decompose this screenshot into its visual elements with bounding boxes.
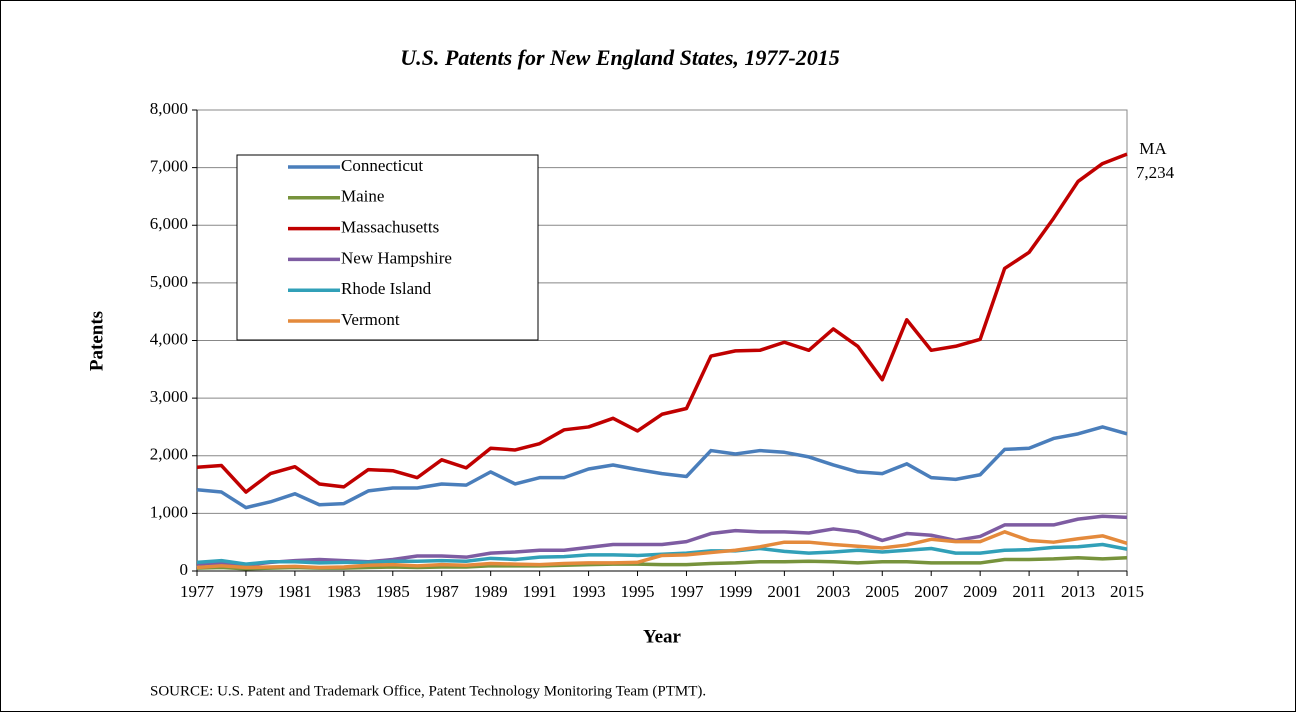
series-line — [196, 152, 1128, 494]
x-tick-label: 1989 — [474, 582, 508, 601]
y-tick-label: 3,000 — [150, 387, 188, 406]
x-tick-label: 1987 — [425, 582, 460, 601]
series-line — [196, 425, 1128, 510]
legend-label: Vermont — [341, 310, 400, 329]
x-tick-label: 1981 — [278, 582, 312, 601]
x-tick-label: 2009 — [963, 582, 997, 601]
y-tick-label: 8,000 — [150, 99, 188, 118]
x-tick-label: 1977 — [180, 582, 215, 601]
chart-title: U.S. Patents for New England States, 197… — [400, 45, 839, 70]
x-tick-label: 2003 — [816, 582, 850, 601]
x-tick-label: 2011 — [1012, 582, 1045, 601]
annotation: MA — [1139, 139, 1167, 158]
legend — [236, 154, 539, 341]
legend-label: Connecticut — [341, 156, 423, 175]
source-note: SOURCE: U.S. Patent and Trademark Office… — [150, 683, 706, 699]
x-tick-label: 1985 — [376, 582, 410, 601]
y-tick-label: 0 — [180, 560, 189, 579]
legend-label: Rhode Island — [341, 279, 432, 298]
x-axis-label: Year — [643, 626, 682, 647]
x-tick-label: 1997 — [669, 582, 704, 601]
y-tick-label: 4,000 — [150, 329, 188, 348]
x-tick-label: 1999 — [718, 582, 752, 601]
y-tick-label: 1,000 — [150, 502, 188, 521]
y-tick-label: 2,000 — [150, 445, 188, 464]
y-tick-label: 6,000 — [150, 214, 188, 233]
x-tick-label: 2001 — [767, 582, 801, 601]
x-tick-label: 2015 — [1110, 582, 1144, 601]
legend-label: Massachusetts — [341, 218, 439, 237]
y-tick-label: 7,000 — [150, 157, 188, 176]
annotation: 7,234 — [1136, 163, 1175, 182]
y-axis-label: Patents — [86, 311, 107, 371]
x-tick-label: 1991 — [523, 582, 557, 601]
x-tick-label: 2013 — [1061, 582, 1095, 601]
x-tick-label: 1995 — [621, 582, 655, 601]
y-tick-label: 5,000 — [150, 272, 188, 291]
legend-label: Maine — [341, 187, 384, 206]
legend-label: New Hampshire — [341, 248, 452, 267]
x-tick-label: 1993 — [572, 582, 606, 601]
x-tick-label: 1983 — [327, 582, 361, 601]
x-tick-label: 2005 — [865, 582, 899, 601]
series-line — [196, 530, 1128, 570]
x-tick-label: 1979 — [229, 582, 263, 601]
x-tick-label: 2007 — [914, 582, 949, 601]
